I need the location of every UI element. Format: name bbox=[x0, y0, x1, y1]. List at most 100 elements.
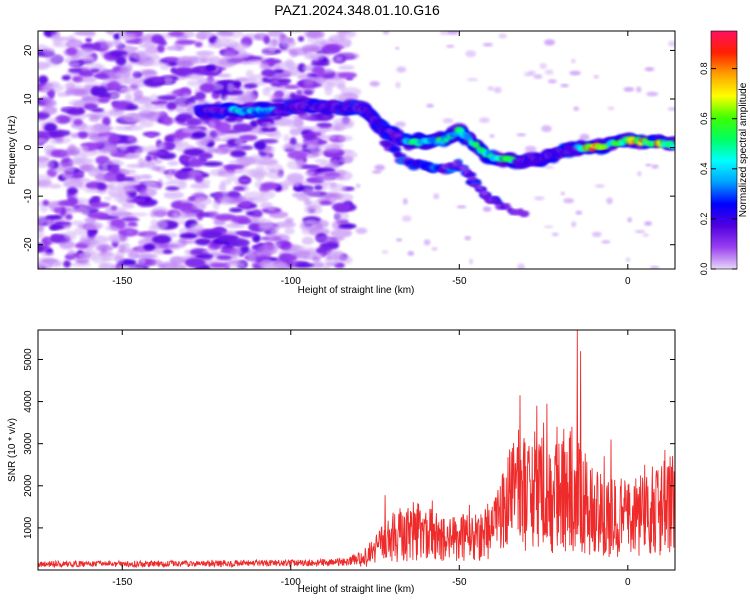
colorbar-tick-label: 0.4 bbox=[699, 163, 709, 176]
spectrogram-y-tick-label: -20 bbox=[23, 237, 34, 252]
spectrogram-cell bbox=[118, 169, 137, 174]
spectrogram-cell bbox=[43, 47, 55, 57]
spectrogram-cell bbox=[123, 265, 146, 269]
spectrogram-cell bbox=[217, 169, 236, 177]
spectrogram-cell bbox=[81, 165, 91, 171]
spectrogram-cell bbox=[267, 207, 276, 212]
spectrogram-cell bbox=[85, 31, 96, 39]
spectrogram-cell bbox=[42, 106, 58, 115]
spectrogram-cell bbox=[84, 217, 97, 224]
spectrogram-cell bbox=[117, 188, 137, 193]
spectrogram-cell bbox=[137, 106, 159, 111]
spectrogram-cell bbox=[205, 64, 217, 72]
spectrogram-cell bbox=[238, 134, 258, 141]
spectrogram-cell bbox=[287, 150, 308, 160]
spectrogram-cell bbox=[222, 95, 239, 102]
spectrogram-y-label: Frequency (Hz) bbox=[7, 116, 18, 185]
spectrogram-cell bbox=[170, 67, 177, 74]
spectrogram-cell bbox=[66, 39, 84, 49]
spectrogram-cell bbox=[541, 125, 552, 133]
spectrogram-cell bbox=[115, 69, 130, 79]
snr-frame bbox=[37, 329, 676, 571]
spectrogram-cell bbox=[649, 265, 660, 269]
spectrogram-cell bbox=[293, 177, 301, 188]
spectrogram-cell bbox=[245, 69, 254, 79]
spectrogram-cell bbox=[268, 211, 289, 219]
spectrogram-cell bbox=[195, 253, 214, 260]
spectrogram-cell bbox=[237, 168, 249, 174]
spectrogram-cell bbox=[102, 254, 112, 262]
spectrogram-cell bbox=[139, 120, 154, 128]
spectrogram-cell bbox=[179, 233, 198, 239]
spectrogram-cell bbox=[120, 217, 140, 222]
spectrogram-cell bbox=[668, 40, 675, 47]
spectrogram-cell bbox=[305, 143, 316, 151]
spectrogram-cell bbox=[197, 78, 215, 84]
spectrogram-cell bbox=[63, 230, 77, 241]
spectrogram-cell bbox=[573, 106, 580, 111]
spectrogram-cell bbox=[45, 215, 63, 220]
spectrogram-cell bbox=[303, 89, 314, 96]
snr-x-tick-label: -100 bbox=[281, 577, 301, 588]
spectrogram-cell bbox=[175, 60, 194, 68]
spectrogram-cell bbox=[51, 234, 60, 239]
spectrogram-cell bbox=[316, 122, 333, 128]
spectrogram-cell bbox=[47, 160, 55, 170]
spectrogram-cell bbox=[230, 149, 247, 158]
spectrogram-cell bbox=[482, 206, 492, 212]
spectrogram-cell bbox=[625, 257, 631, 263]
spectrogram-cell bbox=[104, 196, 113, 201]
spectrogram-cell bbox=[250, 93, 257, 100]
spectrogram-cell bbox=[186, 144, 194, 149]
spectrogram-cell bbox=[74, 242, 89, 249]
spectrogram-cell bbox=[516, 133, 526, 137]
spectrogram-cell bbox=[59, 207, 66, 216]
spectrogram-cell bbox=[534, 196, 545, 201]
spectrogram-cell bbox=[262, 87, 271, 96]
spectrogram-cell bbox=[646, 91, 659, 97]
spectrogram-cell bbox=[143, 243, 156, 251]
spectrogram-cell bbox=[544, 225, 554, 229]
spectrogram-cell bbox=[433, 193, 440, 200]
spectrogram-cell bbox=[241, 78, 258, 83]
spectrogram-cell bbox=[636, 86, 642, 93]
spectrogram-cell bbox=[123, 112, 141, 123]
spectrogram-cell bbox=[117, 78, 129, 85]
spectrogram-cell bbox=[194, 175, 204, 183]
spectrogram-cell bbox=[192, 203, 207, 211]
spectrogram-cell bbox=[61, 223, 72, 230]
spectrogram-cell bbox=[288, 245, 306, 251]
spectrogram-cell bbox=[186, 118, 202, 126]
spectrogram-cell bbox=[98, 41, 114, 50]
spectrogram-cell bbox=[333, 94, 344, 101]
spectrogram-cell bbox=[228, 238, 250, 247]
spectrogram-cell bbox=[118, 244, 126, 253]
colorbar-tick-label: 0.2 bbox=[699, 213, 709, 226]
spectrogram-cell bbox=[260, 202, 273, 209]
spectrogram-cell bbox=[65, 47, 78, 56]
spectrogram-cell bbox=[194, 238, 212, 246]
spectrogram-cell bbox=[149, 53, 160, 61]
spectrogram-x-tick-label: -50 bbox=[452, 276, 467, 287]
snr-y-tick-label: 3000 bbox=[23, 432, 34, 455]
spectrogram-cell bbox=[38, 229, 45, 239]
spectrogram-cell bbox=[186, 73, 205, 80]
spectrogram-cell bbox=[547, 79, 557, 84]
spectrogram-cell bbox=[301, 65, 314, 72]
spectrogram-cell bbox=[593, 75, 599, 79]
spectrogram-cell bbox=[114, 40, 124, 49]
spectrogram-cell bbox=[108, 108, 125, 117]
spectrogram-cell bbox=[464, 236, 472, 241]
spectrogram-cell bbox=[98, 261, 110, 269]
spectrogram-cell bbox=[154, 159, 163, 164]
spectrogram-cell bbox=[263, 35, 271, 45]
spectrogram-cell bbox=[109, 192, 124, 198]
spectrogram-cell bbox=[493, 86, 502, 94]
colorbar-tick-label: 0.6 bbox=[699, 112, 709, 125]
spectrogram-cell bbox=[163, 181, 179, 186]
spectrogram-cell bbox=[222, 164, 245, 169]
spectrogram-cell bbox=[303, 198, 312, 206]
spectrogram-cell bbox=[311, 261, 325, 269]
spectrogram-cell bbox=[319, 242, 340, 250]
snr-panel: -150 -100 -50 0 1000 2000 3000 4000 5000 Height… bbox=[7, 329, 676, 595]
